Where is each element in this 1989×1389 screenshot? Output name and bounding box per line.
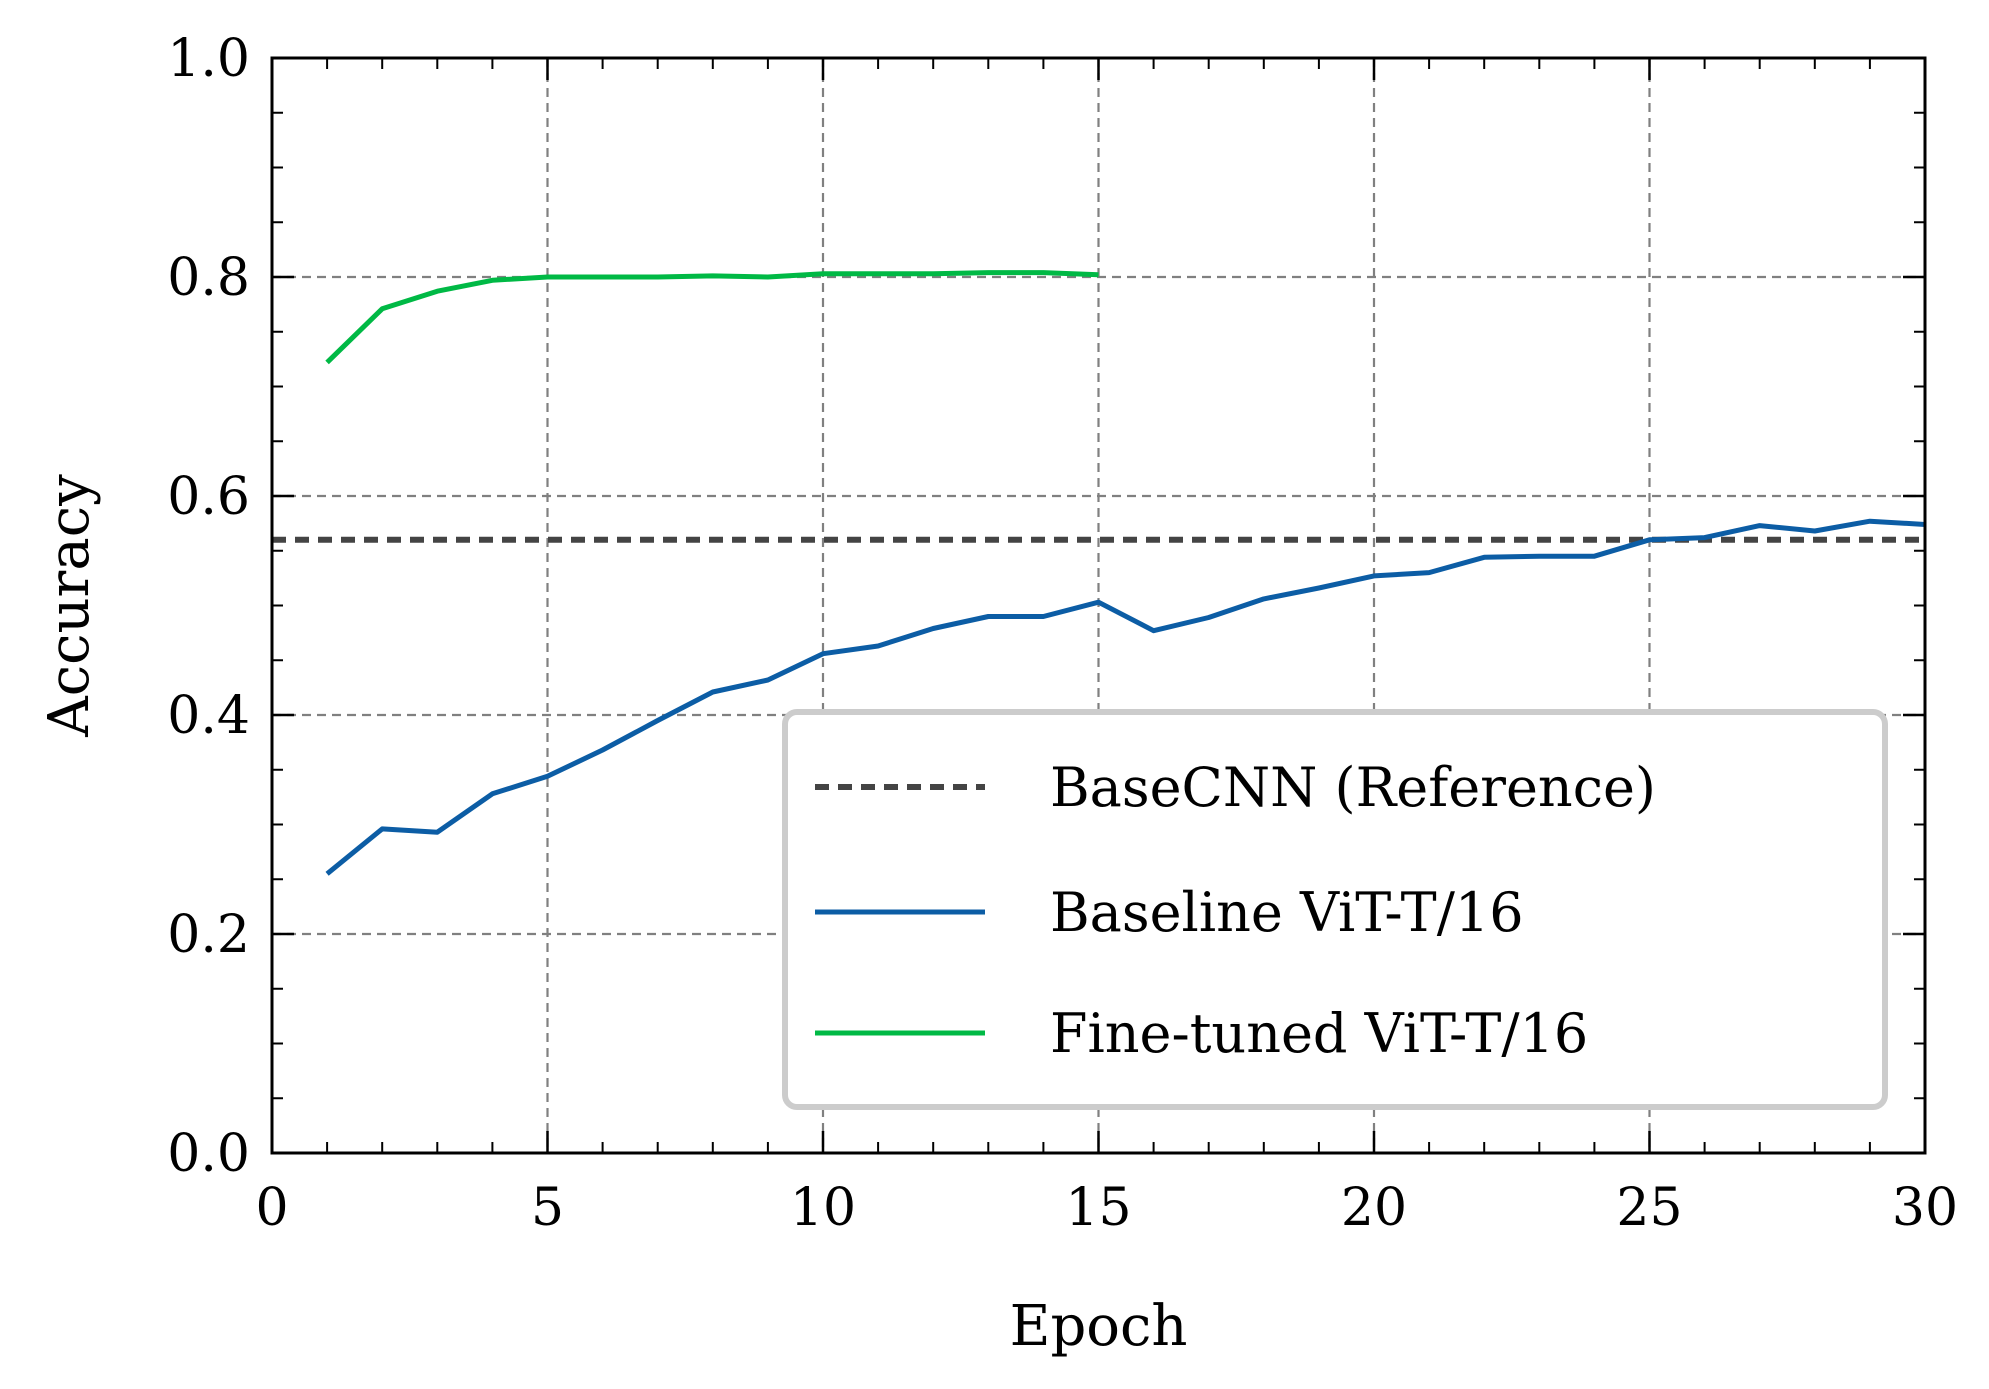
legend-label-reference: BaseCNN (Reference) — [1050, 756, 1656, 819]
x-tick-labels: 0 5 10 15 20 25 30 — [255, 1178, 1958, 1238]
y-tick-labels: 0.0 0.2 0.4 0.6 0.8 1.0 — [167, 29, 250, 1184]
x-tick-label: 30 — [1892, 1178, 1958, 1238]
x-tick-label: 20 — [1341, 1178, 1407, 1238]
x-tick-label: 10 — [790, 1178, 856, 1238]
y-tick-label: 0.4 — [167, 686, 250, 746]
series-line-baseline — [325, 518, 1926, 876]
y-tick-label: 0.6 — [167, 467, 250, 527]
tick-marks — [270, 56, 1927, 1155]
series-line-finetuned — [325, 270, 1099, 365]
y-tick-label: 1.0 — [167, 29, 250, 89]
x-tick-label: 0 — [255, 1178, 288, 1238]
legend-box — [782, 709, 1888, 1110]
x-tick-label: 5 — [531, 1178, 564, 1238]
legend-label-finetuned: Fine-tuned ViT-T/16 — [1050, 1002, 1588, 1065]
series-group — [325, 270, 1926, 876]
y-tick-label: 0.0 — [167, 1124, 250, 1184]
y-axis-label: Accuracy — [37, 474, 102, 738]
x-tick-label: 15 — [1065, 1178, 1131, 1238]
legend: BaseCNN (Reference) Baseline ViT-T/16 Fi… — [782, 709, 1888, 1110]
y-tick-label: 0.8 — [167, 248, 250, 308]
legend-label-baseline: Baseline ViT-T/16 — [1050, 881, 1524, 944]
x-tick-label: 25 — [1616, 1178, 1682, 1238]
x-axis-label: Epoch — [1010, 1294, 1188, 1359]
y-tick-label: 0.2 — [167, 905, 250, 965]
